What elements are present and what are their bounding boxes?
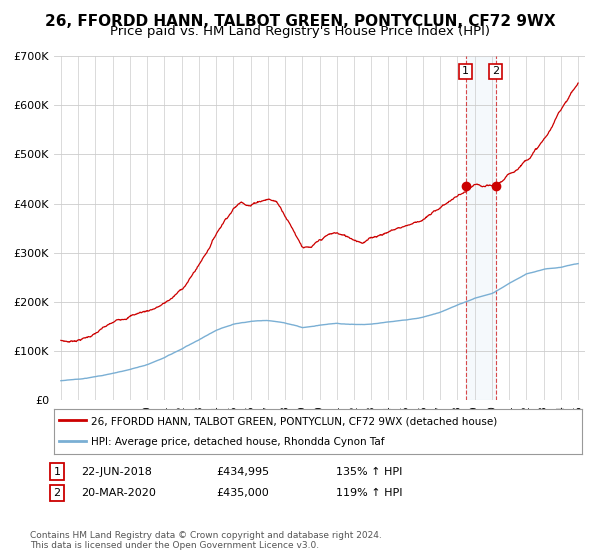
Text: HPI: Average price, detached house, Rhondda Cynon Taf: HPI: Average price, detached house, Rhon… — [91, 437, 385, 447]
Text: 1: 1 — [53, 466, 61, 477]
Bar — [466, 56, 496, 400]
Text: Contains HM Land Registry data © Crown copyright and database right 2024.
This d: Contains HM Land Registry data © Crown c… — [30, 531, 382, 550]
Text: 26, FFORDD HANN, TALBOT GREEN, PONTYCLUN, CF72 9WX (detached house): 26, FFORDD HANN, TALBOT GREEN, PONTYCLUN… — [91, 416, 497, 426]
Text: £434,995: £434,995 — [216, 466, 269, 477]
Text: 20-MAR-2020: 20-MAR-2020 — [81, 488, 156, 498]
Text: 119% ↑ HPI: 119% ↑ HPI — [336, 488, 403, 498]
Text: £435,000: £435,000 — [216, 488, 269, 498]
Text: 26, FFORDD HANN, TALBOT GREEN, PONTYCLUN, CF72 9WX: 26, FFORDD HANN, TALBOT GREEN, PONTYCLUN… — [44, 14, 556, 29]
Text: Price paid vs. HM Land Registry's House Price Index (HPI): Price paid vs. HM Land Registry's House … — [110, 25, 490, 38]
Text: 135% ↑ HPI: 135% ↑ HPI — [336, 466, 403, 477]
Text: 22-JUN-2018: 22-JUN-2018 — [81, 466, 152, 477]
Text: 2: 2 — [492, 66, 499, 76]
Text: 2: 2 — [53, 488, 61, 498]
Text: 1: 1 — [462, 66, 469, 76]
